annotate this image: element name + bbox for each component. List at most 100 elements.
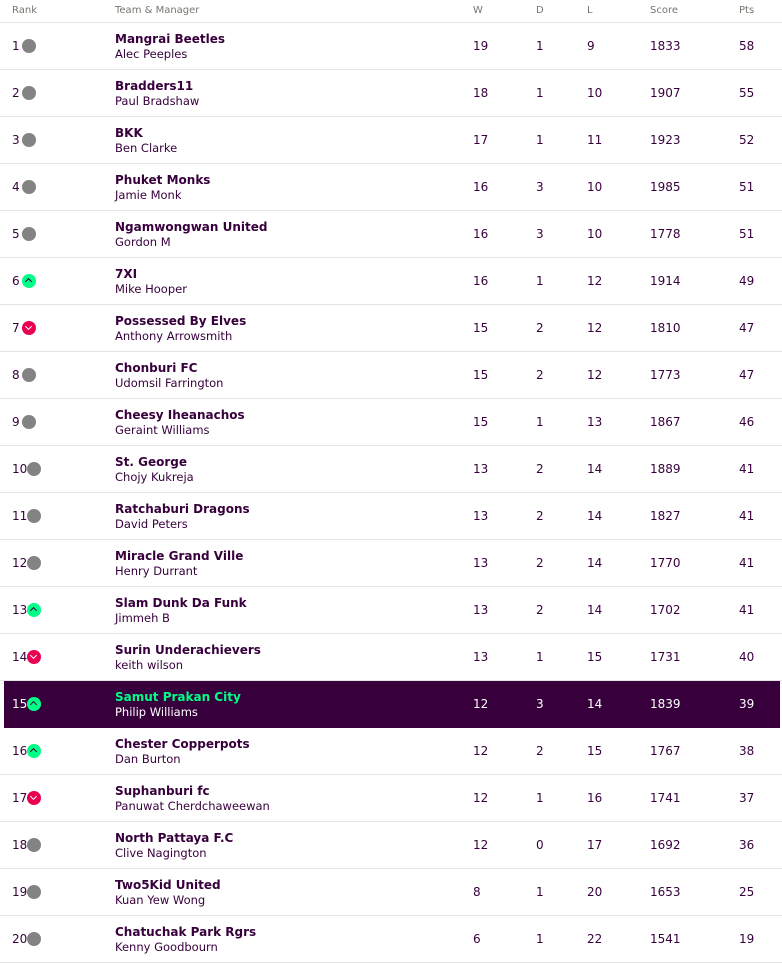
drawn-count: 1 (536, 415, 544, 429)
rank-number: 13 (12, 603, 28, 617)
rank-number: 10 (12, 462, 28, 476)
table-row[interactable]: 8 Chonburi FC Udomsil Farrington 15 2 12 1773 4… (0, 352, 782, 399)
manager-name: Clive Nagington (115, 846, 207, 860)
table-row[interactable]: 4 Phuket Monks Jamie Monk 16 3 10 1985 51 (0, 164, 782, 211)
rank-number: 17 (12, 791, 28, 805)
lost-count: 15 (587, 650, 603, 664)
table-row[interactable]: 20 Chatuchak Park Rgrs Kenny Goodbourn 6 1 22… (0, 916, 782, 963)
team-name-link[interactable]: Chonburi FC (115, 361, 198, 375)
drawn-count: 2 (536, 556, 544, 570)
table-row[interactable]: 19 Two5Kid United Kuan Yew Wong 8 1 20 1653 25 (0, 869, 782, 916)
team-name-link[interactable]: Slam Dunk Da Funk (115, 596, 247, 610)
header-team-manager[interactable]: Team & Manager (115, 5, 200, 16)
header-rank[interactable]: Rank (12, 5, 37, 16)
lost-count: 14 (587, 462, 603, 476)
team-name-link[interactable]: Surin Underachievers (115, 643, 261, 657)
manager-name: Jamie Monk (115, 188, 182, 202)
table-row[interactable]: 10 St. George Chojy Kukreja 13 2 14 1889 41 (0, 446, 782, 493)
score-value: 1867 (650, 415, 681, 429)
header-points[interactable]: Pts (739, 5, 755, 16)
table-row[interactable]: 16 Chester Copperpots Dan Burton 12 2 15 1767 3… (0, 728, 782, 775)
score-value: 1702 (650, 603, 681, 617)
table-row[interactable]: 18 North Pattaya F.C Clive Nagington 12 0 17 1… (0, 822, 782, 869)
rank-same-icon (27, 462, 41, 476)
table-row[interactable]: 6 7XI Mike Hooper 16 1 12 1914 49 (0, 258, 782, 305)
drawn-count: 1 (536, 39, 544, 53)
score-value: 1914 (650, 274, 681, 288)
won-count: 13 (473, 650, 489, 664)
score-value: 1833 (650, 39, 681, 53)
rank-same-icon (27, 885, 41, 899)
drawn-count: 1 (536, 86, 544, 100)
rank-down-icon (22, 321, 36, 335)
rank-number: 5 (12, 227, 20, 241)
table-row[interactable]: 5 Ngamwongwan United Gordon M 16 3 10 1778 51 (0, 211, 782, 258)
team-name-link[interactable]: Mangrai Beetles (115, 32, 226, 46)
header-lost[interactable]: L (587, 5, 593, 16)
team-name-link[interactable]: Phuket Monks (115, 173, 211, 187)
header-won[interactable]: W (473, 5, 483, 16)
team-name-link[interactable]: 7XI (115, 267, 138, 281)
lost-count: 12 (587, 321, 603, 335)
points-value: 51 (739, 227, 755, 241)
table-row[interactable]: 9 Cheesy Iheanachos Geraint Williams 15 1 13 1… (0, 399, 782, 446)
rank-same-icon (22, 415, 36, 429)
table-row[interactable]: 7 Possessed By Elves Anthony Arrowsmith 15 2… (0, 305, 782, 352)
team-name-link[interactable]: Bradders11 (115, 79, 194, 93)
rank-number: 18 (12, 838, 28, 852)
team-name-link[interactable]: Chatuchak Park Rgrs (115, 925, 257, 939)
manager-name: Geraint Williams (115, 423, 210, 437)
won-count: 6 (473, 932, 481, 946)
table-row[interactable]: 17 Suphanburi fc Panuwat Cherdchaweewan 12 1… (0, 775, 782, 822)
team-name-link[interactable]: St. George (115, 455, 187, 469)
lost-count: 14 (587, 603, 603, 617)
team-name-link[interactable]: BKK (115, 126, 143, 140)
team-name-link[interactable]: Two5Kid United (115, 878, 221, 892)
rank-same-icon (22, 133, 36, 147)
table-row[interactable]: 1 Mangrai Beetles Alec Peeples 19 1 9 1833 58 (0, 23, 782, 70)
points-value: 41 (739, 603, 755, 617)
rank-number: 14 (12, 650, 28, 664)
lost-count: 12 (587, 274, 603, 288)
team-name-link[interactable]: Suphanburi fc (115, 784, 210, 798)
header-drawn[interactable]: D (536, 5, 544, 16)
won-count: 16 (473, 180, 489, 194)
team-name-link[interactable]: Ratchaburi Dragons (115, 502, 250, 516)
won-count: 15 (473, 368, 489, 382)
rank-same-icon (22, 86, 36, 100)
won-count: 12 (473, 697, 489, 711)
table-row-current-team[interactable]: 15 Samut Prakan City Philip Williams 12 3 14 1… (4, 681, 780, 728)
score-value: 1839 (650, 697, 681, 711)
team-name-link[interactable]: Chester Copperpots (115, 737, 250, 751)
manager-name: Jimmeh B (115, 611, 170, 625)
lost-count: 10 (587, 180, 603, 194)
rank-number: 7 (12, 321, 20, 335)
table-row[interactable]: 12 Miracle Grand Ville Henry Durrant 13 2 14 1… (0, 540, 782, 587)
manager-name: Mike Hooper (115, 282, 187, 296)
rank-number: 2 (12, 86, 20, 100)
table-row[interactable]: 13 Slam Dunk Da Funk Jimmeh B 13 2 14 1702 41 (0, 587, 782, 634)
team-name-link[interactable]: Possessed By Elves (115, 314, 247, 328)
score-value: 1741 (650, 791, 681, 805)
points-value: 19 (739, 932, 755, 946)
lost-count: 16 (587, 791, 603, 805)
table-row[interactable]: 3 BKK Ben Clarke 17 1 11 1923 52 (0, 117, 782, 164)
lost-count: 13 (587, 415, 603, 429)
won-count: 12 (473, 838, 489, 852)
points-value: 41 (739, 462, 755, 476)
points-value: 25 (739, 885, 755, 899)
team-name-link[interactable]: North Pattaya F.C (115, 831, 234, 845)
team-name-link[interactable]: Miracle Grand Ville (115, 549, 244, 563)
table-row[interactable]: 11 Ratchaburi Dragons David Peters 13 2 14 182… (0, 493, 782, 540)
table-row[interactable]: 14 Surin Underachievers keith wilson 13 1 15 1… (0, 634, 782, 681)
team-name-link[interactable]: Ngamwongwan United (115, 220, 268, 234)
header-score[interactable]: Score (650, 5, 679, 16)
team-name-link[interactable]: Cheesy Iheanachos (115, 408, 245, 422)
lost-count: 14 (587, 556, 603, 570)
rank-same-icon (22, 39, 36, 53)
table-row[interactable]: 2 Bradders11 Paul Bradshaw 18 1 10 1907 55 (0, 70, 782, 117)
rank-number: 9 (12, 415, 20, 429)
team-name-link[interactable]: Samut Prakan City (115, 690, 241, 704)
won-count: 17 (473, 133, 489, 147)
rank-up-icon (27, 603, 41, 617)
